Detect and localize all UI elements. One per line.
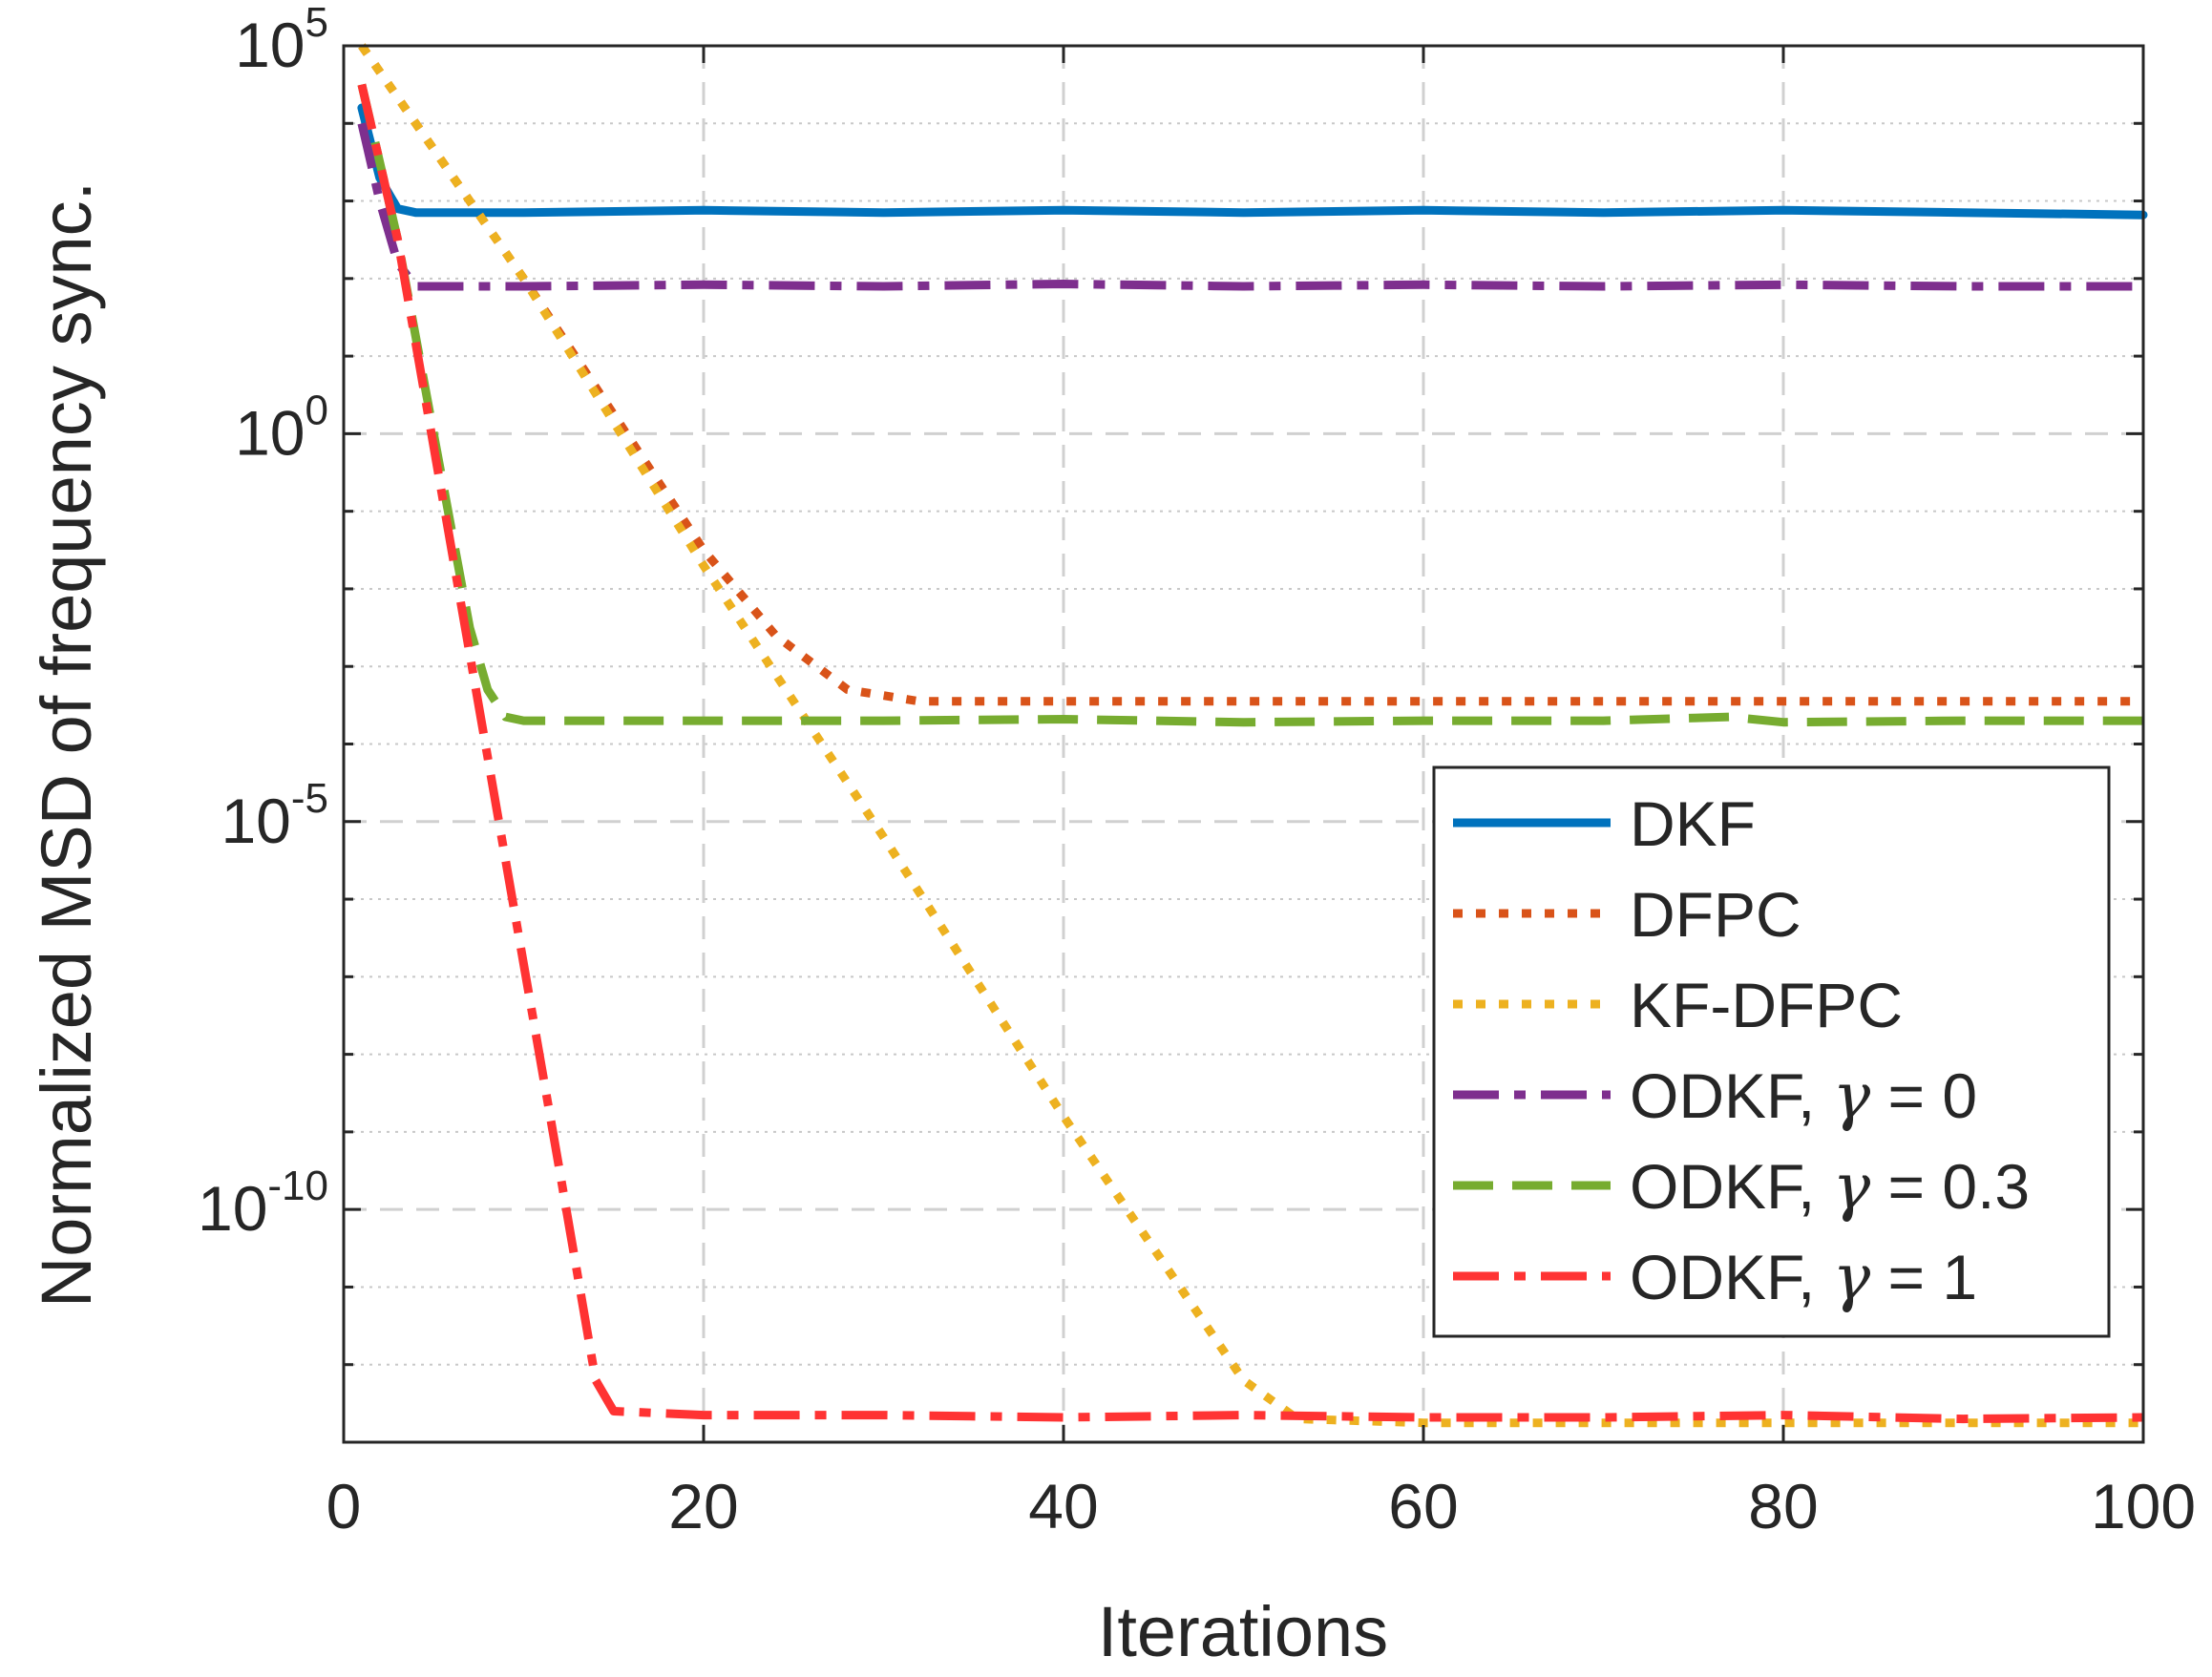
legend-label: DKF (1630, 788, 1756, 859)
legend-label: KF-DFPC (1630, 970, 1903, 1040)
y-tick-label: 100 (235, 387, 328, 468)
x-tick-label: 80 (1748, 1471, 1818, 1541)
x-axis-label: Iterations (1098, 1592, 1388, 1671)
series-line (357, 83, 2143, 727)
y-axis-label: Normalized MSD of frequency sync. (27, 181, 106, 1308)
x-tick-label: 40 (1028, 1471, 1098, 1541)
series-line (358, 43, 2143, 1428)
series-line (357, 103, 2148, 220)
series-line (357, 83, 2144, 1424)
series-layer (357, 43, 2148, 1428)
x-tick-label: 0 (327, 1471, 362, 1541)
x-tick-label: 20 (668, 1471, 738, 1541)
x-tick-label: 100 (2091, 1471, 2196, 1541)
legend-box (1432, 765, 2111, 1338)
legend-label: ODKF, γ = 0.3 (1630, 1150, 2030, 1224)
y-tick-label: 10-10 (198, 1163, 328, 1244)
x-tick-label: 60 (1388, 1471, 1458, 1541)
legend-label: DFPC (1630, 879, 1801, 950)
legend-label: ODKF, γ = 0 (1630, 1059, 1977, 1133)
y-tick-label: 10-5 (221, 775, 328, 856)
y-tick-label: 105 (235, 0, 328, 80)
legend: DKF DFPC KF-DFPC ODKF, γ = 0 ODKF, γ = 0.3 OD… (1432, 765, 2111, 1338)
legend-label: ODKF, γ = 1 (1630, 1241, 1977, 1314)
axes: 0 20 40 60 80 100 105 100 10-5 10-10 (198, 0, 2196, 1541)
